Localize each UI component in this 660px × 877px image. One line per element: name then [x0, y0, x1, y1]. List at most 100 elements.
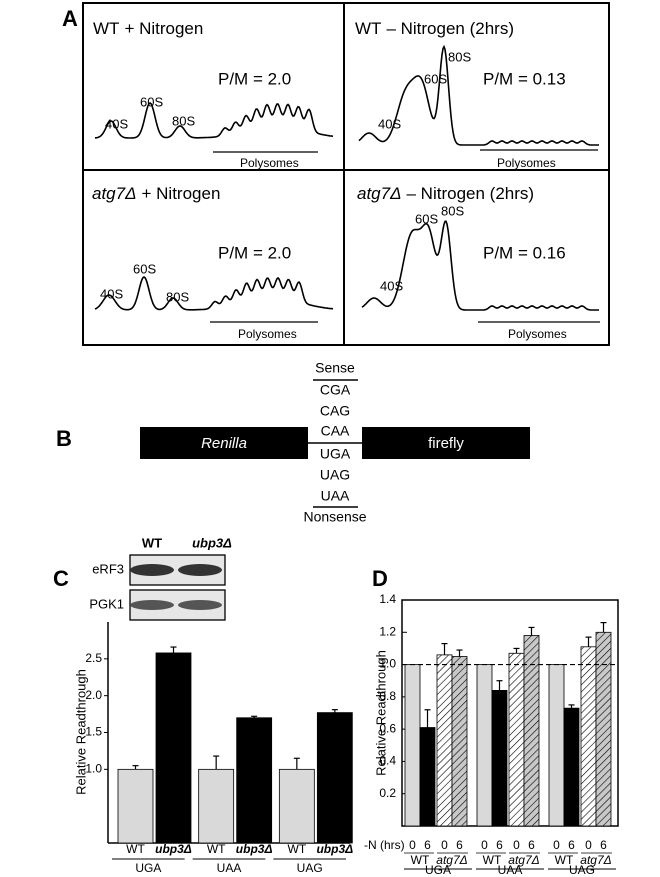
profile-trace [94, 102, 334, 139]
panel-label: B [56, 426, 72, 451]
bar [436, 654, 453, 827]
bar-label: ubp3Δ [316, 842, 353, 856]
hour-label: 6 [456, 838, 463, 852]
bar [198, 768, 235, 844]
bar [580, 646, 597, 827]
bar [419, 727, 436, 827]
peak-label: 80S [441, 203, 464, 218]
peak-label: 60S [140, 94, 163, 109]
renilla-gene [140, 427, 308, 459]
hour-label: 6 [600, 838, 607, 852]
panel-title: WT + Nitrogen [93, 19, 203, 38]
bar [404, 664, 421, 827]
category-label: UGA [135, 861, 161, 875]
hour-label: 0 [481, 838, 488, 852]
bar [278, 768, 315, 844]
blot-band [178, 600, 222, 610]
codon: CGA [320, 382, 351, 398]
gene-label: firefly [428, 435, 464, 452]
panel-label: A [62, 6, 78, 31]
peak-label: 60S [415, 211, 438, 226]
firefly-gene [362, 427, 530, 459]
y-tick-label: 0.2 [379, 786, 396, 800]
category-label: UAG [297, 861, 323, 875]
profile-trace [361, 220, 599, 311]
bar [236, 717, 273, 844]
polysome-label: Polysomes [508, 327, 567, 341]
category-label: UGA [425, 863, 451, 877]
bar [508, 652, 525, 827]
bar-label: WT [288, 842, 307, 856]
hour-label: 0 [409, 838, 416, 852]
bar [451, 656, 468, 827]
profile-panel: atg7Δ – Nitrogen (2hrs)P/M = 0.1640S60S80… [357, 184, 600, 341]
strain-label: WT [483, 853, 502, 867]
blot-lane-label: WT [142, 535, 162, 550]
y-tick-label: 1.0 [379, 657, 396, 671]
bar [563, 707, 580, 827]
strain: WT [93, 19, 119, 38]
sense-label: Sense [315, 360, 355, 376]
blot-row-label: PGK1 [89, 596, 124, 611]
strain-label: WT [555, 853, 574, 867]
peak-label: 40S [105, 116, 128, 131]
panel-title: WT – Nitrogen (2hrs) [355, 19, 514, 38]
bar [155, 652, 192, 844]
hour-label: 6 [424, 838, 431, 852]
codon: UAA [321, 488, 350, 504]
panel-title: atg7Δ + Nitrogen [92, 184, 220, 203]
condition: – Nitrogen (2hrs) [386, 19, 514, 38]
pm-ratio: P/M = 2.0 [218, 243, 291, 262]
bar [491, 690, 508, 827]
y-tick-label: 1.5 [85, 725, 102, 739]
bar-label: WT [207, 842, 226, 856]
y-tick-label: 2.5 [85, 651, 102, 665]
bar-label: ubp3Δ [155, 842, 192, 856]
strain: WT [355, 19, 381, 38]
hour-label: 6 [528, 838, 535, 852]
bar [548, 664, 565, 827]
peak-label: 80S [448, 49, 471, 64]
condition: + Nitrogen [124, 19, 203, 38]
bar [476, 664, 493, 827]
y-axis-label: Relative Readthrough [373, 650, 388, 776]
polysome-label: Polysomes [238, 327, 297, 341]
bar [316, 712, 353, 844]
y-axis-label: Relative Readthrough [73, 669, 88, 795]
category-label: UAA [498, 863, 523, 877]
blot-band [130, 600, 174, 610]
codon: UGA [320, 446, 351, 462]
profile-panel: WT + Nitrogen P/M = 2.0 40S 60S 80S Polysomes [93, 19, 334, 170]
hour-label: 0 [585, 838, 592, 852]
peak-label: 60S [133, 261, 156, 276]
peak-label: 80S [166, 289, 189, 304]
pm-ratio: P/M = 0.16 [483, 243, 566, 262]
y-tick-label: 2.0 [85, 688, 102, 702]
polysome-label: Polysomes [240, 156, 299, 170]
blot-band [178, 564, 222, 576]
condition: – Nitrogen (2hrs) [407, 184, 535, 203]
hour-label: 0 [513, 838, 520, 852]
codon: CAA [321, 423, 350, 439]
condition: + Nitrogen [142, 184, 221, 203]
hour-label: 0 [441, 838, 448, 852]
peak-label: 80S [172, 113, 195, 128]
panel-frame [82, 2, 610, 346]
y-tick-label: 1.2 [379, 624, 396, 638]
codon: CAG [320, 403, 350, 419]
panel-label: D [372, 566, 388, 591]
strain-label: atg7Δ [508, 853, 539, 867]
pm-ratio: P/M = 2.0 [218, 69, 291, 88]
peak-label: 60S [424, 71, 447, 86]
hour-label: 6 [496, 838, 503, 852]
strain-label: atg7Δ [436, 853, 467, 867]
strain-label: WT [411, 853, 430, 867]
strain: atg7Δ [357, 184, 402, 203]
y-tick-label: 1.0 [85, 762, 102, 776]
peak-label: 40S [378, 116, 401, 131]
hour-label: 6 [568, 838, 575, 852]
gene-label: Renilla [201, 435, 247, 452]
category-label: UAG [569, 863, 595, 877]
